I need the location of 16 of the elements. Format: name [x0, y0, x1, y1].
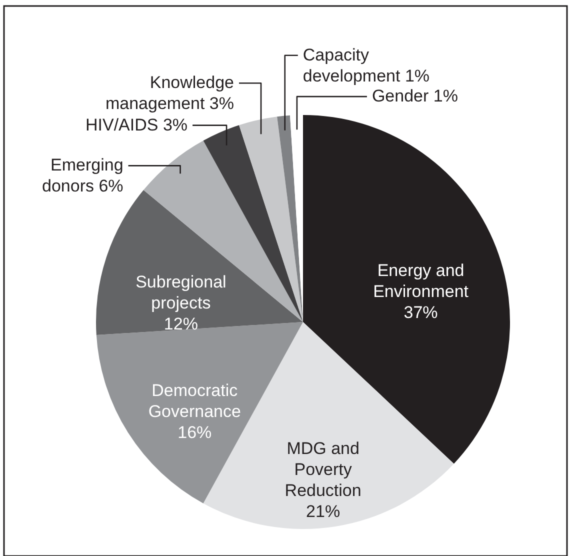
pie-slice	[239, 116, 303, 322]
pie-slice	[277, 115, 303, 322]
slice-label: Emerging donors 6%	[42, 156, 124, 196]
slice-label: Knowledge management 3%	[105, 73, 234, 114]
data-label: 37%	[404, 303, 438, 322]
slice-label: Capacity development 1%	[302, 45, 430, 86]
data-label: 16%	[178, 422, 212, 442]
slice-label: Subregional projects	[136, 272, 226, 312]
data-label: 12%	[164, 314, 198, 334]
data-label: 21%	[306, 502, 340, 521]
slice-label: Energy and Environment	[373, 261, 469, 302]
slice-label: Democratic Governance	[148, 380, 241, 421]
slice-label: HIV/AIDS 3%	[86, 115, 188, 134]
slice-label: Gender 1%	[372, 86, 458, 106]
pie-slice	[96, 190, 303, 335]
slice-label: MDG and Poverty Reduction	[284, 438, 362, 500]
